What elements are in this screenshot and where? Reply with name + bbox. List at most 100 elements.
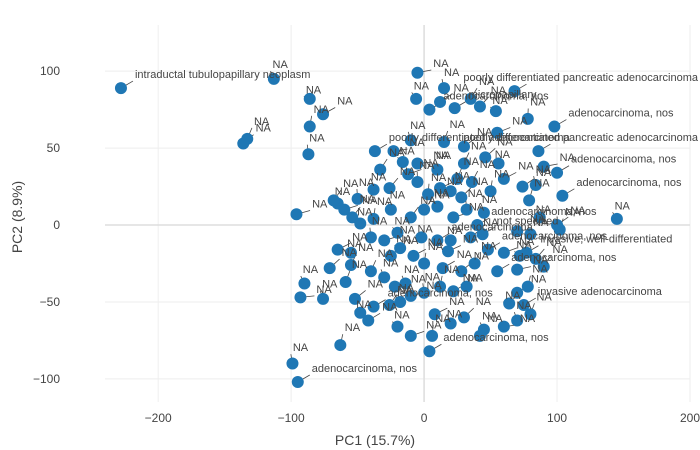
y-tick-label: −50 xyxy=(40,295,61,309)
data-point xyxy=(529,179,542,192)
point-label: NA xyxy=(425,271,441,283)
data-point xyxy=(520,246,533,259)
x-axis-title: PC1 (15.7%) xyxy=(335,432,415,448)
data-point xyxy=(331,243,344,256)
x-tick-label: 0 xyxy=(421,411,428,425)
point-label: NA xyxy=(449,296,465,308)
data-point xyxy=(511,286,524,299)
data-point xyxy=(286,357,299,370)
point-label: adenocarcinoma, nos xyxy=(443,332,549,344)
point-label: NA xyxy=(420,195,436,207)
point-label: NA xyxy=(435,313,451,325)
data-point xyxy=(426,329,439,342)
point-label: NA xyxy=(434,187,450,199)
data-point xyxy=(521,280,534,293)
point-label: NA xyxy=(357,206,373,218)
data-point xyxy=(291,375,304,388)
point-label: NA xyxy=(463,272,479,284)
point-label: NA xyxy=(565,207,581,219)
point-label: NA xyxy=(474,251,490,263)
data-point xyxy=(431,234,444,247)
point-label: NA xyxy=(389,147,405,159)
data-point xyxy=(411,175,424,188)
data-point xyxy=(351,192,364,205)
data-point xyxy=(465,175,478,188)
y-tick-label: 100 xyxy=(40,64,60,78)
point-label: not specified xyxy=(497,215,559,227)
data-point xyxy=(302,148,315,161)
point-label: NA xyxy=(347,238,363,250)
data-point xyxy=(524,228,537,241)
data-point xyxy=(455,191,468,204)
point-label: NA xyxy=(436,150,452,162)
point-label: NA xyxy=(615,200,631,212)
y-axis-ticks: −100 −50 0 50 100 xyxy=(33,64,60,386)
data-point xyxy=(367,212,380,225)
point-label: NA xyxy=(463,234,479,246)
point-label: NA xyxy=(492,95,508,107)
data-point xyxy=(434,182,447,195)
data-point xyxy=(497,172,510,185)
data-point xyxy=(294,291,307,304)
data-point xyxy=(298,277,311,290)
point-label: NA xyxy=(467,272,483,284)
data-point xyxy=(418,286,431,299)
data-point xyxy=(237,137,250,150)
point-label: NA xyxy=(343,178,359,190)
data-point xyxy=(537,260,550,273)
data-point xyxy=(354,306,367,319)
data-point xyxy=(415,231,428,244)
data-point xyxy=(489,105,502,118)
point-label: adenocarcinoma, nos xyxy=(388,288,494,300)
point-label: NA xyxy=(516,239,532,251)
data-point xyxy=(492,157,505,170)
data-point xyxy=(464,92,477,105)
point-label: NA xyxy=(404,264,420,276)
point-label: NA xyxy=(536,167,552,179)
point-label: NA xyxy=(409,137,425,149)
data-point xyxy=(323,262,336,275)
point-label: adenocarcinoma, nos xyxy=(491,206,597,218)
point-label: NA xyxy=(479,76,495,88)
y-tick-label: 0 xyxy=(53,218,60,232)
data-point xyxy=(537,160,550,173)
data-point xyxy=(438,135,451,148)
point-label: NA xyxy=(352,231,368,243)
data-point xyxy=(404,211,417,224)
data-point xyxy=(364,265,377,278)
data-point xyxy=(114,82,127,95)
point-label: NA xyxy=(383,257,399,269)
point-label: NA xyxy=(419,160,435,172)
point-label: adenocarcinoma, nos xyxy=(568,108,674,120)
data-point xyxy=(471,219,484,232)
point-label: NA xyxy=(482,194,498,206)
point-label: NA xyxy=(454,82,470,94)
point-label: NA xyxy=(414,80,430,92)
data-point xyxy=(434,280,447,293)
data-point xyxy=(384,249,397,262)
data-point xyxy=(431,163,444,176)
data-point xyxy=(448,102,461,115)
data-point xyxy=(533,211,546,224)
data-point xyxy=(290,208,303,221)
data-point xyxy=(517,299,530,312)
point-label: NA xyxy=(256,123,272,135)
point-label: NA xyxy=(396,234,412,246)
data-point xyxy=(523,194,536,207)
point-label: NA xyxy=(342,247,358,259)
data-point xyxy=(491,126,504,139)
data-point xyxy=(484,185,497,198)
data-point xyxy=(394,242,407,255)
point-label: NA xyxy=(533,217,549,229)
point-label: NA xyxy=(322,279,338,291)
y-tick-label: 50 xyxy=(47,141,61,155)
data-point xyxy=(521,112,534,125)
data-point xyxy=(383,299,396,312)
point-label: NA xyxy=(447,225,463,237)
point-label: NA xyxy=(487,313,503,325)
data-point xyxy=(402,168,415,181)
data-point xyxy=(428,308,441,321)
point-label: adenocarcinoma, nos xyxy=(502,231,608,243)
point-label: NA xyxy=(483,217,499,229)
